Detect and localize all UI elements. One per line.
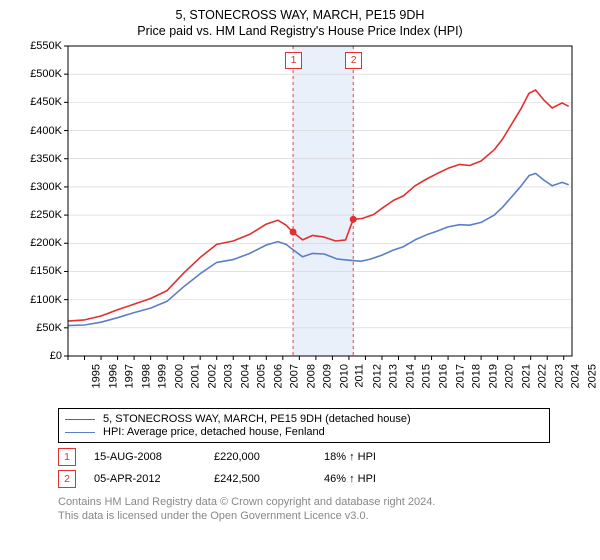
- x-tick-label: 2004: [239, 364, 251, 388]
- legend-label: HPI: Average price, detached house, Fenl…: [103, 426, 325, 438]
- footer-attribution: Contains HM Land Registry data © Crown c…: [58, 495, 586, 524]
- legend-label: 5, STONECROSS WAY, MARCH, PE15 9DH (deta…: [103, 413, 411, 425]
- x-tick-label: 2014: [404, 364, 416, 388]
- x-tick-label: 2002: [206, 364, 218, 388]
- footer-line1: Contains HM Land Registry data © Crown c…: [58, 495, 586, 509]
- x-tick-label: 1999: [157, 364, 169, 388]
- y-tick-label: £550K: [22, 40, 62, 52]
- x-tick-label: 2001: [190, 364, 202, 388]
- y-tick-label: £100K: [22, 294, 62, 306]
- legend: 5, STONECROSS WAY, MARCH, PE15 9DH (deta…: [58, 408, 550, 443]
- legend-swatch: [65, 432, 95, 433]
- y-tick-label: £350K: [22, 153, 62, 165]
- x-tick-label: 2022: [537, 364, 549, 388]
- x-tick-label: 2016: [438, 364, 450, 388]
- x-tick-label: 2006: [272, 364, 284, 388]
- x-tick-label: 2008: [305, 364, 317, 388]
- y-tick-label: £0: [22, 350, 62, 362]
- tx-date: 05-APR-2012: [94, 473, 214, 485]
- x-tick-label: 2009: [322, 364, 334, 388]
- y-tick-label: £50K: [22, 322, 62, 334]
- x-tick-label: 2020: [504, 364, 516, 388]
- legend-swatch: [65, 419, 95, 420]
- table-row: 2 05-APR-2012£242,50046% ↑ HPI: [58, 469, 550, 489]
- x-tick-label: 2005: [256, 364, 268, 388]
- transaction-table: 1 15-AUG-2008£220,00018% ↑ HPI 2 05-APR-201…: [58, 447, 550, 489]
- y-tick-label: £300K: [22, 181, 62, 193]
- x-tick-label: 2019: [487, 364, 499, 388]
- x-tick-label: 2023: [553, 364, 565, 388]
- page-title-desc: Price paid vs. HM Land Registry's House …: [14, 24, 586, 38]
- tx-price: £242,500: [214, 473, 324, 485]
- x-tick-label: 2000: [173, 364, 185, 388]
- x-tick-label: 1997: [124, 364, 136, 388]
- x-tick-label: 1996: [107, 364, 119, 388]
- chart-svg: [22, 42, 582, 402]
- x-tick-label: 2012: [371, 364, 383, 388]
- y-tick-label: £250K: [22, 209, 62, 221]
- x-tick-label: 2010: [338, 364, 350, 388]
- transaction-marker: 2: [345, 52, 362, 69]
- tx-diff: 46% ↑ HPI: [324, 473, 376, 485]
- y-tick-label: £500K: [22, 68, 62, 80]
- x-tick-label: 2015: [421, 364, 433, 388]
- x-tick-label: 1995: [90, 364, 102, 388]
- x-tick-label: 2003: [223, 364, 235, 388]
- plot-area: £0 £50K £100K £150K £200K £250K £300K £350K £400…: [22, 42, 582, 402]
- tx-marker: 2: [58, 470, 76, 488]
- page-title-address: 5, STONECROSS WAY, MARCH, PE15 9DH: [14, 8, 586, 22]
- x-tick-label: 2024: [570, 364, 582, 388]
- x-tick-label: 2018: [471, 364, 483, 388]
- tx-date: 15-AUG-2008: [94, 451, 214, 463]
- legend-row: 5, STONECROSS WAY, MARCH, PE15 9DH (deta…: [65, 413, 543, 425]
- tx-diff: 18% ↑ HPI: [324, 451, 376, 463]
- y-tick-label: £150K: [22, 265, 62, 277]
- x-tick-label: 2013: [388, 364, 400, 388]
- table-row: 1 15-AUG-2008£220,00018% ↑ HPI: [58, 447, 550, 467]
- footer-line2: This data is licensed under the Open Gov…: [58, 509, 586, 523]
- x-tick-label: 2021: [520, 364, 532, 388]
- x-tick-label: 1998: [140, 364, 152, 388]
- y-tick-label: £450K: [22, 96, 62, 108]
- x-tick-label: 2017: [454, 364, 466, 388]
- chart-container: 5, STONECROSS WAY, MARCH, PE15 9DH Price…: [0, 0, 600, 560]
- x-tick-label: 2011: [354, 364, 366, 388]
- x-tick-label: 2025: [586, 364, 598, 388]
- tx-marker: 1: [58, 448, 76, 466]
- tx-price: £220,000: [214, 451, 324, 463]
- legend-row: HPI: Average price, detached house, Fenl…: [65, 426, 543, 438]
- y-tick-label: £400K: [22, 125, 62, 137]
- y-tick-label: £200K: [22, 237, 62, 249]
- x-tick-label: 2007: [289, 364, 301, 388]
- transaction-marker: 1: [285, 52, 302, 69]
